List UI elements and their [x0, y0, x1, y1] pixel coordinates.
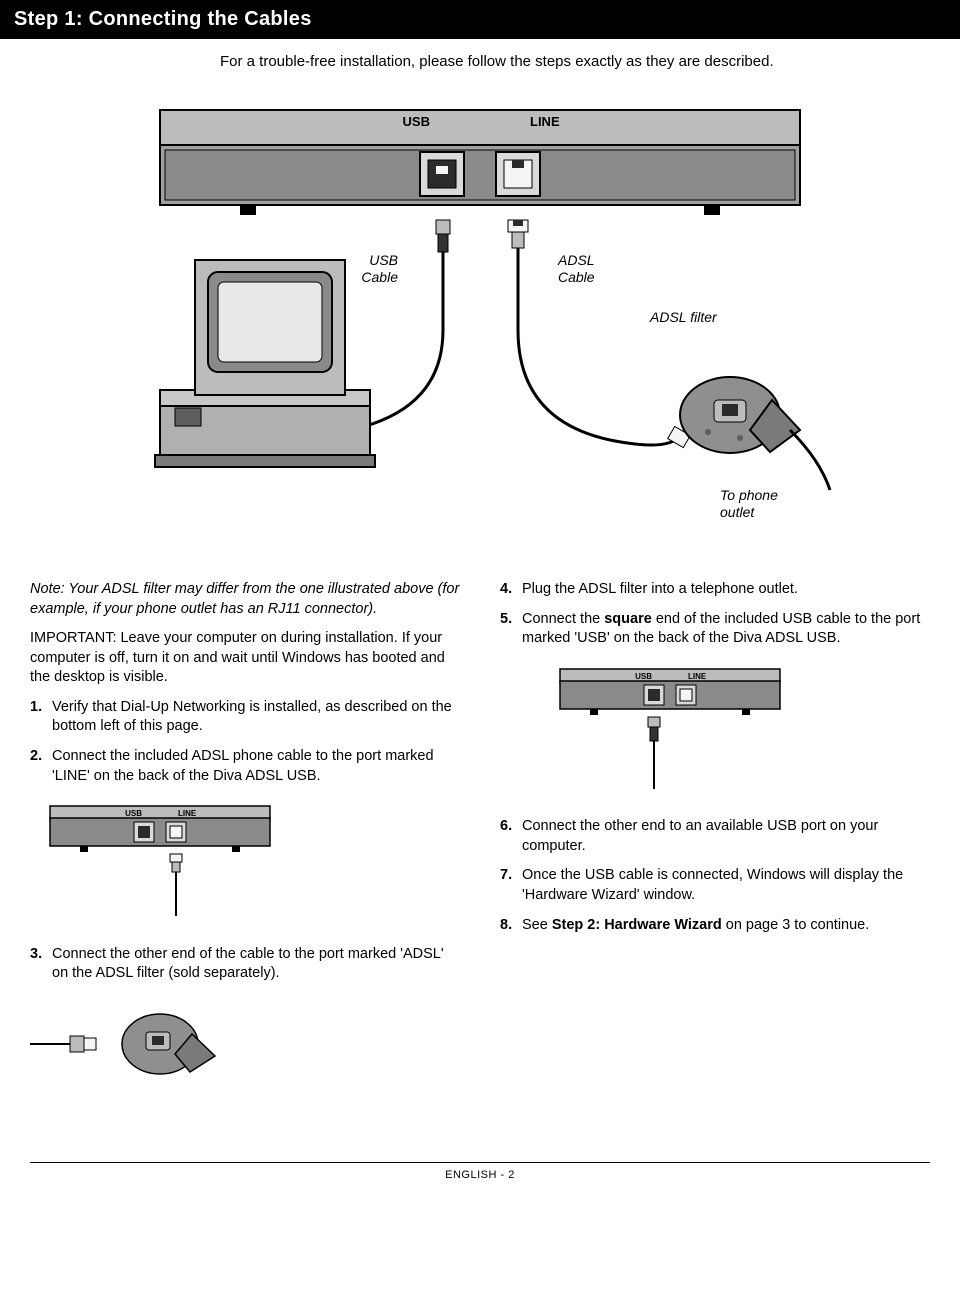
step-num: 4. — [500, 580, 518, 600]
step-text: Connect the other end of the cable to th… — [52, 945, 460, 984]
steps-list-left: 1. Verify that Dial-Up Networking is ins… — [30, 698, 460, 786]
step-6: 6. Connect the other end to an available… — [500, 817, 930, 856]
page-header: Step 1: Connecting the Cables — [0, 0, 960, 39]
right-column: 4. Plug the ADSL filter into a telephone… — [500, 580, 930, 1112]
svg-text:USB: USB — [635, 672, 652, 681]
instructions-columns: Note: Your ADSL filter may differ from t… — [0, 570, 960, 1142]
step-3: 3. Connect the other end of the cable to… — [30, 945, 460, 984]
main-connection-diagram: USB LINE USB Cable — [100, 90, 860, 550]
left-column: Note: Your ADSL filter may differ from t… — [30, 580, 460, 1112]
step-3-list: 3. Connect the other end of the cable to… — [30, 945, 460, 984]
note-text: Note: Your ADSL filter may differ from t… — [30, 580, 460, 619]
steps-list-right-top: 4. Plug the ADSL filter into a telephone… — [500, 580, 930, 649]
step-num: 3. — [30, 945, 48, 984]
adsl-filter-label: ADSL filter — [649, 309, 718, 325]
step-text: Connect the included ADSL phone cable to… — [52, 747, 460, 786]
adsl-filter-icon — [680, 377, 800, 453]
step-8: 8. See Step 2: Hardware Wizard on page 3… — [500, 916, 930, 936]
steps-list-right-bot: 6. Connect the other end to an available… — [500, 817, 930, 935]
svg-text:USB: USB — [125, 809, 142, 818]
step-num: 2. — [30, 747, 48, 786]
step-text: Plug the ADSL filter into a telephone ou… — [522, 580, 798, 600]
footer-text: ENGLISH - 2 — [445, 1169, 515, 1181]
page-footer: ENGLISH - 2 — [30, 1162, 930, 1181]
usb-cable-label: USB — [369, 252, 398, 268]
step-1: 1. Verify that Dial-Up Networking is ins… — [30, 698, 460, 737]
important-text: IMPORTANT: Leave your computer on during… — [30, 629, 460, 688]
to-phone-label2: outlet — [720, 504, 755, 520]
line-port-label: LINE — [530, 114, 560, 129]
step-text: Connect the other end to an available US… — [522, 817, 930, 856]
adsl-cable-label2: Cable — [558, 269, 595, 285]
step-7: 7. Once the USB cable is connected, Wind… — [500, 866, 930, 905]
main-diagram-container: USB LINE USB Cable — [0, 80, 960, 570]
usb-port-icon — [420, 152, 464, 196]
step-num: 8. — [500, 916, 518, 936]
header-title: Step 1: Connecting the Cables — [14, 8, 312, 30]
step-num: 1. — [30, 698, 48, 737]
mini-modem-step5: USB LINE — [500, 659, 930, 806]
line-port-icon — [496, 152, 540, 196]
svg-text:LINE: LINE — [178, 809, 197, 818]
step-5: 5. Connect the square end of the include… — [500, 610, 930, 649]
step-num: 7. — [500, 866, 518, 905]
to-phone-label: To phone — [720, 487, 778, 503]
svg-text:LINE: LINE — [688, 672, 707, 681]
step-num: 6. — [500, 817, 518, 856]
important-pre: IMPORTANT: Leave your computer on during… — [30, 630, 402, 646]
step-text: See Step 2: Hardware Wizard on page 3 to… — [522, 916, 869, 936]
mini-filter-step3 — [30, 994, 460, 1101]
modem-device: USB LINE — [160, 110, 800, 215]
step-text: Verify that Dial-Up Networking is instal… — [52, 698, 460, 737]
computer-icon — [155, 260, 375, 467]
step-num: 5. — [500, 610, 518, 649]
step-2: 2. Connect the included ADSL phone cable… — [30, 747, 460, 786]
phone-wire-icon — [790, 430, 830, 490]
intro-text: For a trouble-free installation, please … — [0, 39, 960, 80]
adsl-cable-icon — [508, 220, 690, 448]
usb-cable-label2: Cable — [361, 269, 398, 285]
step-4: 4. Plug the ADSL filter into a telephone… — [500, 580, 930, 600]
step-text: Once the USB cable is connected, Windows… — [522, 866, 930, 905]
usb-port-label: USB — [403, 114, 430, 129]
adsl-cable-label: ADSL — [557, 252, 595, 268]
step-text: Connect the square end of the included U… — [522, 610, 930, 649]
mini-modem-step2: USB LINE — [30, 796, 460, 933]
